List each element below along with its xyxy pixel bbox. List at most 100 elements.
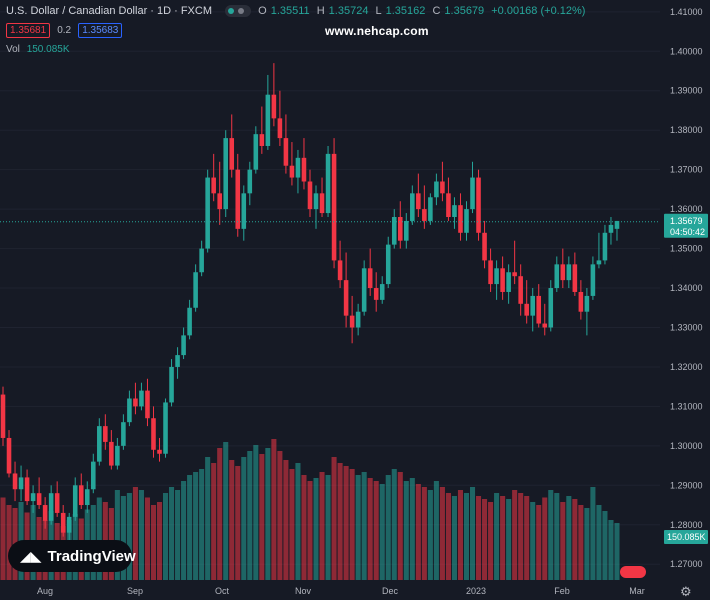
volume-label[interactable]: Vol <box>6 44 20 55</box>
price-tick-label: 1.32000 <box>670 362 703 372</box>
candle-body <box>410 193 415 221</box>
volume-bar <box>169 487 175 580</box>
volume-bar <box>542 497 548 580</box>
low-value: 1.35162 <box>385 5 426 17</box>
candle-body <box>169 366 174 403</box>
time-axis: Aug Sep Oct Nov Dec 2023 Feb Mar <box>37 586 645 596</box>
candle-body <box>367 268 373 289</box>
price-tick-label: 1.36000 <box>670 204 703 214</box>
volume-bar <box>421 487 427 580</box>
candle-body <box>6 437 12 474</box>
candle-body <box>271 94 277 119</box>
events-flag-icon[interactable] <box>620 566 646 578</box>
volume-bar <box>566 496 572 580</box>
candle-body <box>295 157 301 178</box>
volume-bar <box>482 499 488 580</box>
current-price-label: 1.35679 <box>670 216 703 226</box>
volume-bar <box>494 493 500 580</box>
candle-body <box>48 493 54 521</box>
candle-body <box>614 220 620 229</box>
tradingview-logo-icon: ◢◣ <box>20 547 42 564</box>
candle-body <box>0 394 6 438</box>
candle-body <box>440 181 445 194</box>
candle-body <box>325 153 331 214</box>
time-tick-label: Mar <box>629 586 645 596</box>
volume-bar <box>229 460 235 580</box>
volume-bar <box>427 490 433 580</box>
volume-bar <box>488 502 494 580</box>
volume-bar <box>451 496 457 580</box>
price-tick-label: 1.37000 <box>670 165 703 175</box>
candle-body <box>548 288 554 328</box>
close-label: C <box>432 5 441 17</box>
candle-body <box>379 284 385 300</box>
candle-body <box>458 205 463 233</box>
volume-bar <box>403 481 409 580</box>
price-tick-label: 1.29000 <box>670 480 703 490</box>
volume-bar <box>476 496 482 580</box>
candle-body <box>428 197 433 221</box>
symbol-title[interactable]: U.S. Dollar / Canadian Dollar · 1D · FXC… <box>6 5 213 17</box>
tradingview-logo[interactable]: ◢◣ TradingView <box>8 540 136 572</box>
volume-bar <box>530 502 536 580</box>
price-tick-label: 1.38000 <box>670 125 703 135</box>
candle-body <box>12 473 18 490</box>
candle-body <box>331 153 337 261</box>
volume-bar <box>253 445 259 580</box>
spread-value: 0.2 <box>57 25 72 36</box>
candle-body <box>54 493 60 513</box>
candle-body <box>584 295 590 312</box>
volume-badge <box>664 530 708 544</box>
ask-button[interactable]: 1.35683 <box>78 23 123 38</box>
volume-bar <box>463 493 470 580</box>
candle-body <box>602 232 608 261</box>
candle-body <box>434 181 439 198</box>
candle-body <box>452 205 457 218</box>
candle-body <box>259 134 265 146</box>
volume-bar <box>367 478 373 580</box>
candle-body <box>109 441 114 466</box>
candle-body <box>500 268 505 292</box>
price-tick-label: 1.35000 <box>670 244 703 254</box>
candle-body <box>30 493 36 502</box>
candle-body <box>422 209 427 221</box>
tradingview-logo-text: TradingView <box>47 547 136 565</box>
bid-button[interactable]: 1.35681 <box>6 23 51 38</box>
candle-body <box>596 260 602 265</box>
settings-gear-icon[interactable]: ⚙ <box>680 584 692 599</box>
volume-badge-label: 150.085K <box>667 532 706 542</box>
volume-bar <box>325 475 331 580</box>
candle-body <box>361 268 367 312</box>
candle-body <box>84 489 90 506</box>
volume-bar <box>126 493 132 580</box>
candle-body <box>560 264 566 281</box>
volume-bar <box>120 496 126 580</box>
volume-bar <box>361 472 367 580</box>
price-tick-label: 1.39000 <box>670 86 703 96</box>
volume-bar <box>6 505 12 580</box>
volume-bar <box>205 457 211 580</box>
volume-bar <box>548 490 554 580</box>
watermark-text: www.nehcap.com <box>325 24 429 38</box>
candle-body <box>446 193 451 218</box>
candle-body <box>241 193 247 229</box>
candle-body <box>404 220 409 241</box>
candle-body <box>512 272 517 277</box>
volume-value: 150.085K <box>26 44 70 55</box>
candle-body <box>78 485 84 506</box>
volume-bar <box>271 439 277 580</box>
candlestick-series <box>0 63 620 541</box>
candle-body <box>211 177 216 194</box>
volume-bar <box>283 460 289 580</box>
candle-body <box>163 402 168 454</box>
volume-bar <box>265 448 271 580</box>
volume-bar <box>500 496 506 580</box>
price-tick-label: 1.33000 <box>670 322 703 332</box>
volume-bar <box>295 463 301 580</box>
candle-body <box>199 248 204 273</box>
market-status-toggle[interactable] <box>225 5 252 18</box>
candle-body <box>482 232 487 261</box>
volume-bar <box>187 475 193 580</box>
volume-bar <box>337 463 343 580</box>
